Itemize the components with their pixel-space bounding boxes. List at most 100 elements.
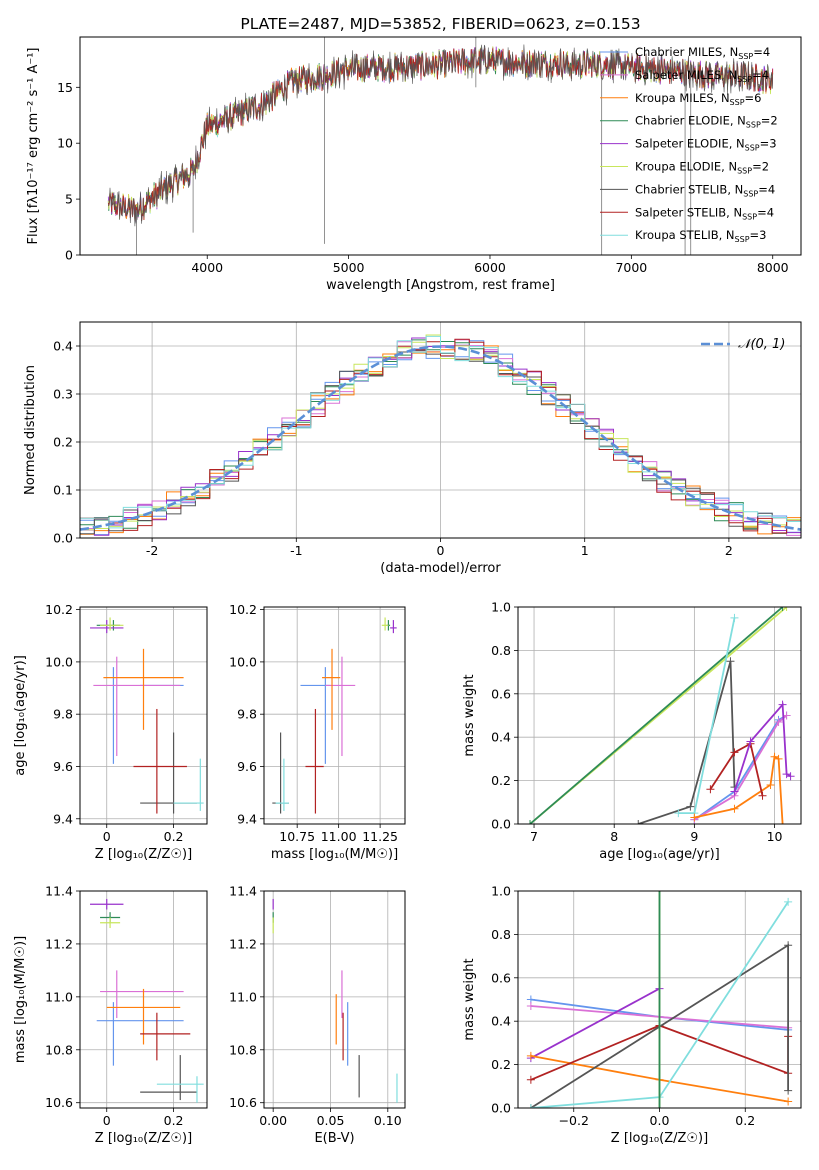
axes-frame — [263, 606, 406, 825]
y-tick-label: 10.8 — [229, 1042, 257, 1057]
weight-marker — [526, 1002, 535, 1011]
plot-area-age_vs_mass — [272, 617, 397, 814]
y-tick-label: 10.8 — [45, 1042, 73, 1057]
legend-label: Salpeter MILES, NSSP=4 — [635, 68, 769, 84]
legend-item-kroupa_miles: Kroupa MILES, NSSP=6 — [600, 91, 761, 107]
y-tick-label: 10.0 — [229, 654, 257, 669]
weight-marker — [784, 1097, 793, 1106]
y-tick-label: 0.2 — [491, 1057, 511, 1072]
x-tick-label: 0.00 — [259, 1113, 287, 1128]
y-tick-label: 0.4 — [491, 730, 511, 745]
y-tick-label: 0.6 — [491, 686, 511, 701]
weight-marker — [690, 813, 699, 822]
y-tick-label: 11.4 — [229, 884, 257, 899]
legend-label: Salpeter STELIB, NSSP=4 — [635, 205, 774, 221]
weight-marker — [526, 1104, 535, 1108]
y-tick-label: 0.8 — [491, 643, 511, 658]
weight-marker — [674, 809, 683, 818]
y-axis-label: mass [log₁₀(M/M☉)] — [13, 936, 28, 1063]
weight-marker — [655, 1104, 664, 1108]
axes-frame — [263, 890, 406, 1109]
x-tick-label: 6000 — [474, 260, 506, 275]
errorbar-salpeter_miles — [93, 656, 181, 757]
errorbar-chabrier_miles — [96, 1002, 184, 1066]
errorbar-salpeter_stelib — [305, 708, 324, 814]
x-tick-label: 11.25 — [362, 829, 398, 844]
x-tick-label: 1 — [581, 543, 589, 558]
y-tick-label: 11.0 — [229, 989, 257, 1004]
legend-item-chabrier_stelib: Chabrier STELIB, NSSP=4 — [600, 182, 775, 198]
normal-curve — [80, 345, 801, 531]
x-tick-label: 0.2 — [735, 1113, 755, 1128]
y-tick-label: 9.4 — [237, 811, 257, 826]
x-tick-label: 0.0 — [650, 1113, 670, 1128]
errorbar-kroupa_elodie — [100, 917, 121, 929]
weight-line-kroupa_stelib — [678, 617, 736, 814]
errorbar-kroupa_miles — [106, 988, 181, 1045]
weight-marker — [778, 607, 787, 611]
y-tick-label: 9.8 — [53, 707, 73, 722]
y-tick-label: 10.2 — [229, 602, 257, 617]
x-tick-label: 10.75 — [279, 829, 315, 844]
y-tick-label: 0.0 — [491, 1101, 511, 1116]
spectrum-line-chabrier_stelib — [108, 44, 773, 227]
plot-area-mass_vs_ebv — [272, 898, 398, 1103]
y-axis-label: mass weight — [462, 958, 477, 1040]
legend-label: Kroupa ELODIE, NSSP=2 — [635, 160, 769, 176]
y-tick-label: 0.0 — [491, 817, 511, 832]
weight-marker — [706, 785, 715, 794]
panel-residuals: -2 -1 0 1 2 0.0 0.1 0.2 0.3 0.4 (data-model)/error… — [23, 321, 802, 576]
axes-frame — [517, 606, 802, 825]
plot-area-weight_vs_age — [526, 607, 795, 824]
panel-mass_vs_Z: 0 0.2 10.6 10.8 11.0 11.2 11.4 Z [log₁₀(Z/Z☉)] m… — [13, 884, 208, 1146]
y-tick-label: 10.0 — [45, 654, 73, 669]
panel-weight_vs_age: 7 8 9 10 0.0 0.2 0.4 0.6 0.8 1.0 age [log₁₀(age/yr… — [462, 600, 802, 862]
weight-marker — [526, 1051, 535, 1060]
errorbar-kroupa_stelib — [275, 758, 289, 811]
x-axis-label: (data-model)/error — [380, 561, 501, 576]
x-axis-label: Z [log₁₀(Z/Z☉)] — [95, 847, 192, 862]
legend-label: Kroupa STELIB, NSSP=3 — [635, 228, 766, 244]
weight-marker — [730, 804, 739, 813]
x-tick-label: −0.2 — [559, 1113, 589, 1128]
y-tick-label: 1.0 — [491, 884, 511, 899]
panel-mass_vs_ebv: 0.00 0.05 0.10 10.6 10.8 11.0 11.2 11.4 E(B-V) — [229, 884, 406, 1146]
panel-age_vs_Z: 0 0.2 9.4 9.6 9.8 10.0 10.2 Z [log₁₀(Z/Z☉)] age … — [13, 602, 208, 862]
panel-age_vs_mass: 10.75 11.00 11.25 9.4 9.6 9.8 10.0 10.2 mass [lo… — [229, 602, 406, 862]
chart-title: PLATE=2487, MJD=53852, FIBERID=0623, z=0… — [240, 15, 640, 33]
x-tick-label: 0 — [103, 1113, 111, 1128]
axes-frame — [79, 890, 208, 1109]
y-tick-label: 9.4 — [53, 811, 73, 826]
axes-frame — [517, 890, 802, 1109]
weight-marker — [730, 748, 739, 757]
y-tick-label: 0.0 — [53, 531, 73, 546]
weight-line-chabrier_elodie — [529, 607, 784, 824]
errorbar-salpeter_elodie — [90, 898, 124, 910]
legend-item-salpeter_stelib: Salpeter STELIB, NSSP=4 — [600, 205, 774, 221]
weight-line-kroupa_miles — [694, 755, 784, 824]
errorbar-kroupa_stelib — [156, 1076, 204, 1103]
panel-spectrum: 4000 5000 6000 7000 8000 0 5 10 15 wavelength [An… — [26, 36, 802, 293]
x-axis-label: Z [log₁₀(Z/Z☉)] — [95, 1131, 192, 1146]
weight-marker — [782, 770, 791, 779]
x-tick-label: 0.2 — [164, 829, 184, 844]
legend-label: Salpeter ELODIE, NSSP=3 — [635, 137, 777, 153]
weight-marker — [770, 752, 779, 761]
legend-normal: 𝒩(0, 1) — [701, 337, 785, 352]
x-tick-label: 2 — [725, 543, 733, 558]
x-axis-label: wavelength [Angstrom, rest frame] — [326, 278, 555, 293]
legend-item-salpeter_elodie: Salpeter ELODIE, NSSP=3 — [600, 137, 777, 153]
weight-marker — [782, 607, 791, 611]
axes-frame — [79, 36, 802, 256]
y-tick-label: 0.2 — [491, 773, 511, 788]
weight-marker — [746, 737, 755, 746]
weight-marker — [778, 820, 787, 824]
weight-marker — [766, 780, 775, 789]
y-tick-label: 0.4 — [491, 1014, 511, 1029]
x-axis-label: E(B-V) — [314, 1131, 354, 1146]
weight-marker — [784, 1086, 793, 1095]
weight-marker — [726, 657, 735, 666]
errorbar-kroupa_miles — [103, 648, 184, 730]
errorbar-kroupa_stelib — [173, 758, 204, 811]
